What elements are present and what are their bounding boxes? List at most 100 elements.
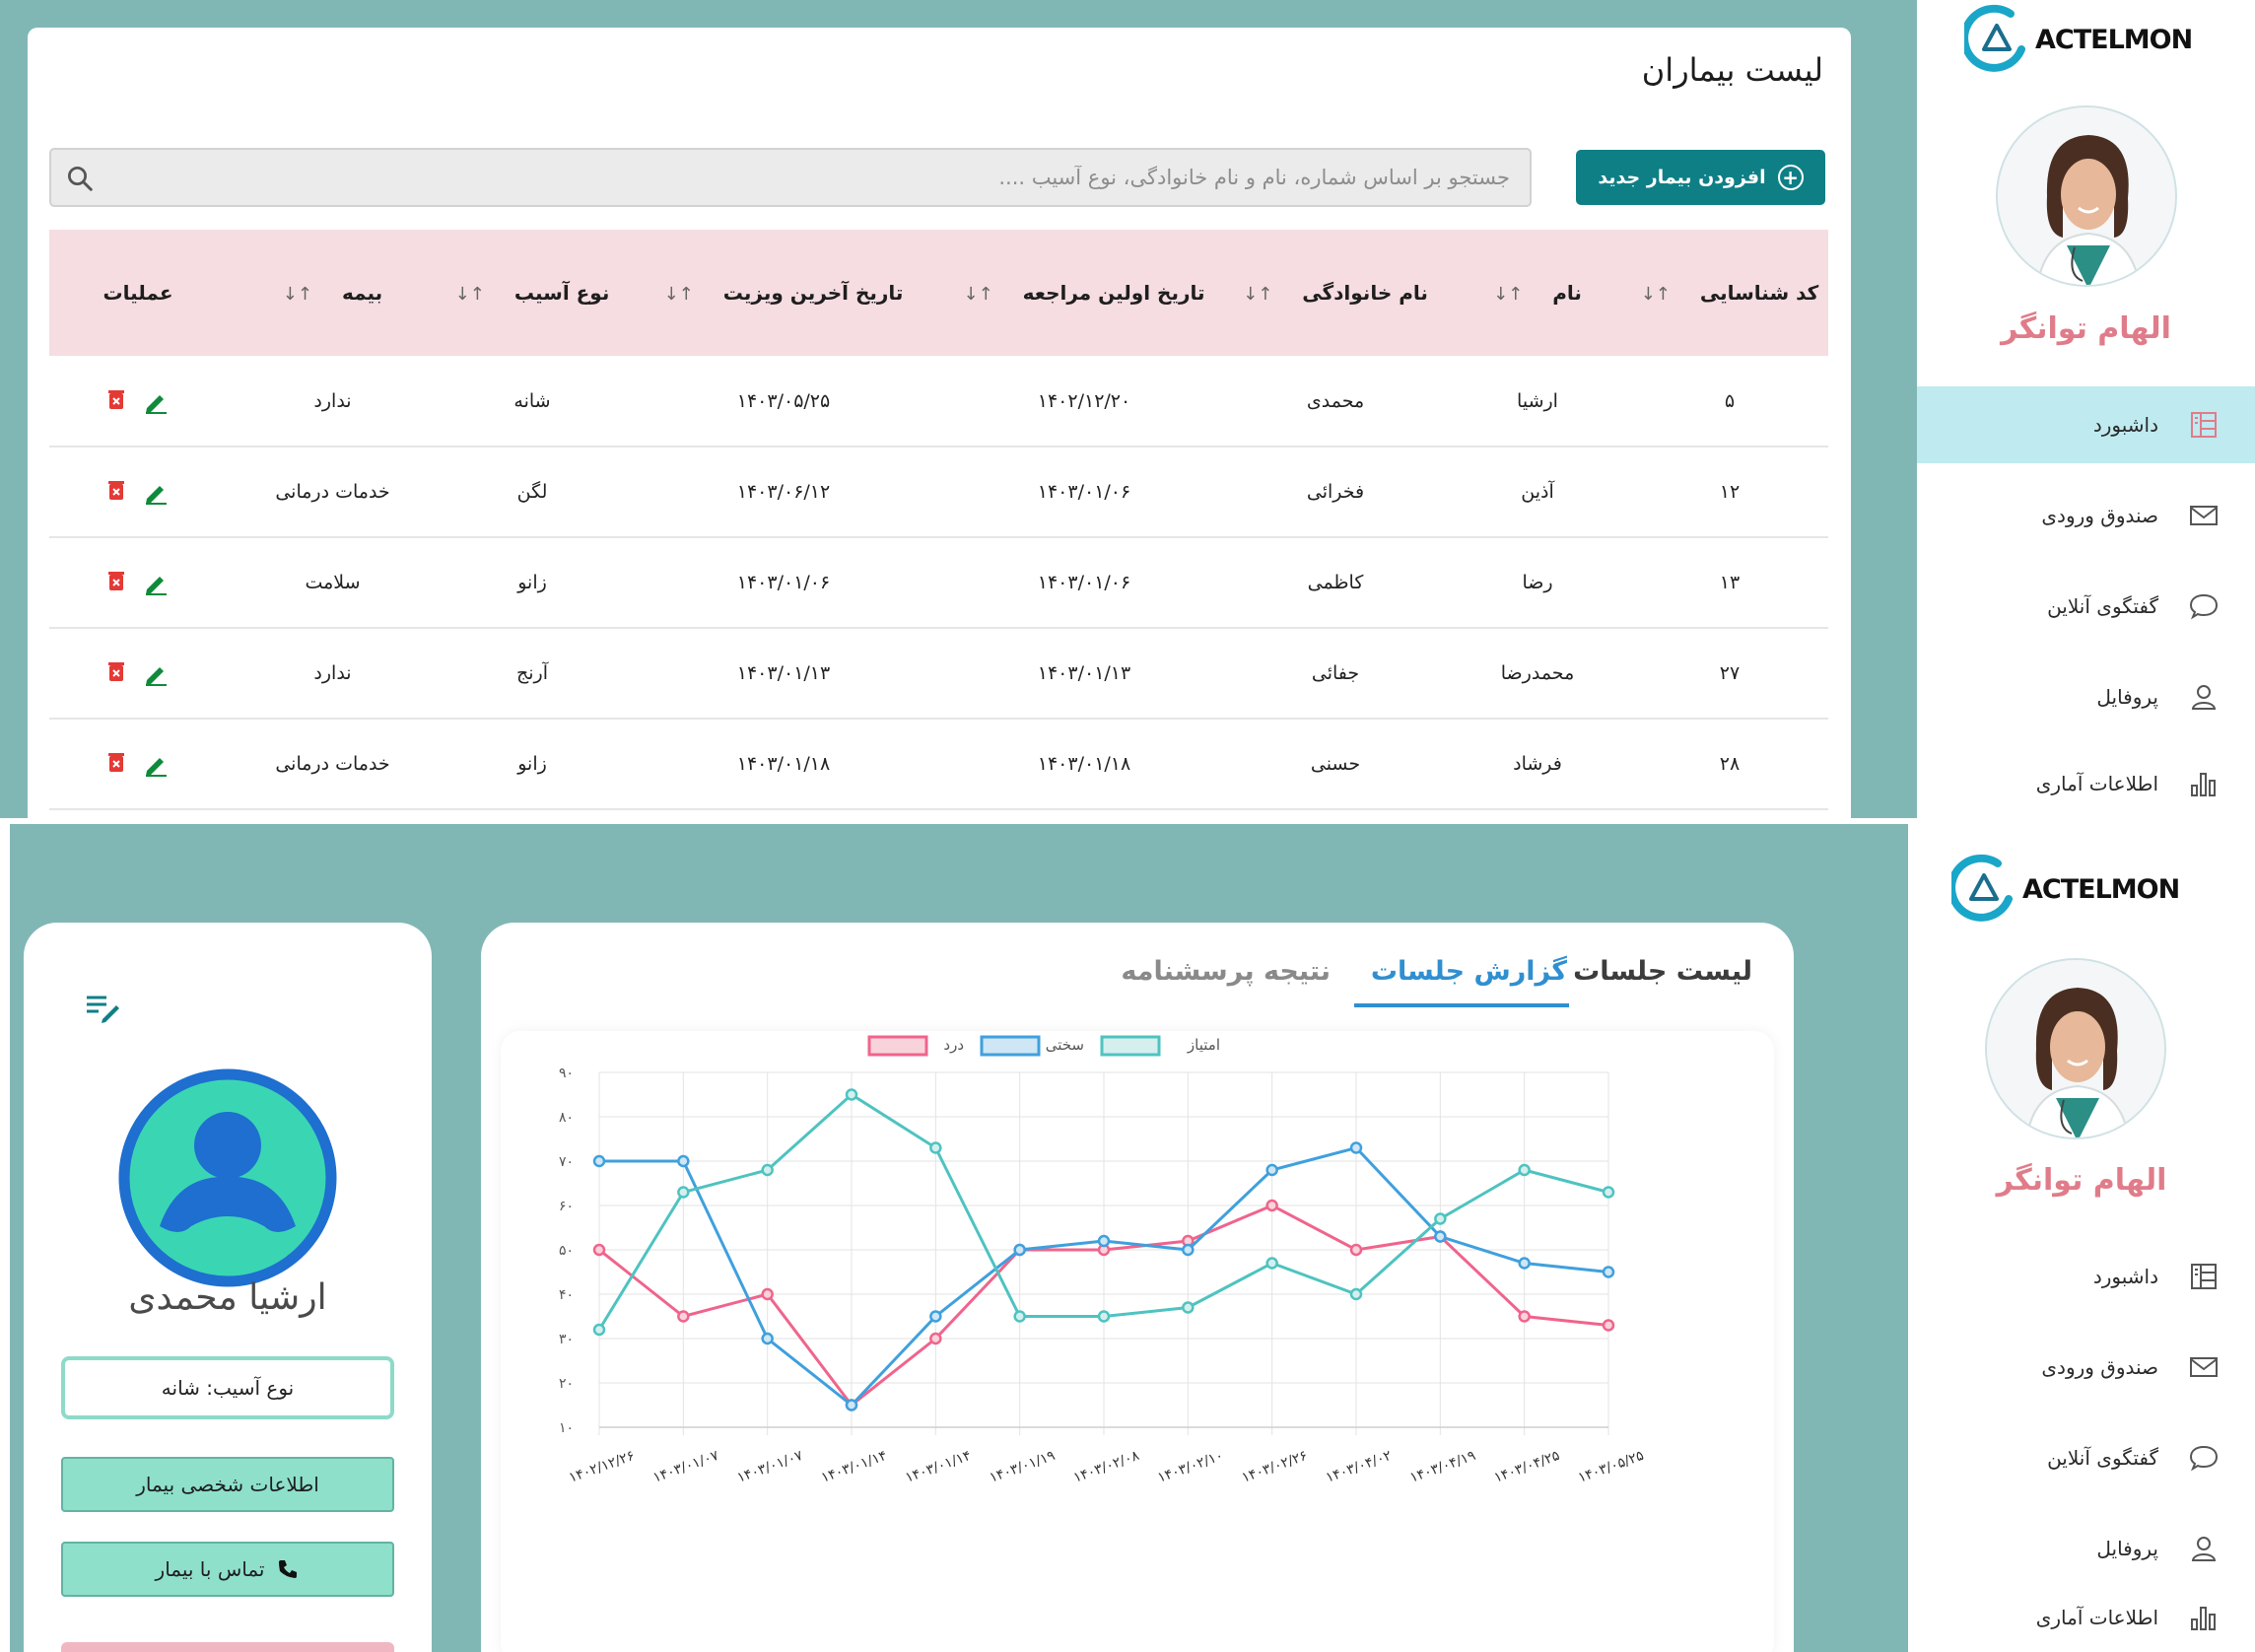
delete-icon[interactable] <box>107 570 125 591</box>
personal-info-button[interactable]: اطلاعات شخصی بیمار <box>61 1457 394 1512</box>
data-point <box>929 1332 942 1345</box>
next-button-partial[interactable] <box>61 1642 394 1652</box>
nav-inbox[interactable]: صندوق ورودی <box>1908 1329 2255 1406</box>
table-cell: ۱۴۰۳/۰۱/۱۳ <box>626 628 941 720</box>
contact-patient-button[interactable]: تماس با بیمار <box>61 1542 394 1597</box>
nav-label: پروفایل <box>2096 685 2158 709</box>
data-point <box>1518 1257 1531 1270</box>
table-row[interactable]: ۲۸ فرشاد حسنی ۱۴۰۳/۰۱/۱۸ ۱۴۰۳/۰۱/۱۸ زانو خدمات… <box>49 719 1828 810</box>
sort-icon[interactable]: ↑↓ <box>454 284 488 305</box>
data-point <box>592 1154 606 1168</box>
col-header-last-name[interactable]: نام خانوادگی ↑↓ <box>1227 230 1444 356</box>
sort-icon[interactable]: ↑↓ <box>1493 284 1526 305</box>
nav-profile[interactable]: پروفایل <box>1908 1510 2255 1587</box>
delete-icon[interactable] <box>107 479 125 501</box>
col-header-first-visit[interactable]: تاریخ اولین مراجعه ↑↓ <box>941 230 1227 356</box>
table-row[interactable]: ۱۲ آذین فخرائی ۱۴۰۳/۰۱/۰۶ ۱۴۰۳/۰۶/۱۲ لگن خدمات… <box>49 447 1828 538</box>
data-point <box>1518 1310 1531 1323</box>
nav-statistics[interactable]: اطلاعات آماری <box>1908 1583 2255 1652</box>
edit-icon[interactable] <box>143 479 169 505</box>
col-header-insurance[interactable]: بیمه ↑↓ <box>227 230 439 356</box>
table-cell: خدمات درمانی <box>227 719 439 810</box>
x-tick-label: ۱۴۰۳/۰۴/۲۵ <box>1492 1448 1562 1486</box>
delete-icon[interactable] <box>107 660 125 682</box>
table-cell: حسنی <box>1227 719 1444 810</box>
data-point <box>1602 1186 1615 1199</box>
doctor-name: الهام توانگر <box>1996 1163 2167 1198</box>
col-label: تاریخ اولین مراجعه <box>1022 281 1205 305</box>
logo[interactable]: ACTELMON <box>1964 4 2193 75</box>
tab-questionnaire-result[interactable]: نتیجه پرسشنامه <box>1121 956 1331 987</box>
search-bar[interactable] <box>49 148 1532 207</box>
contact-patient-label: تماس با بیمار <box>155 1557 265 1581</box>
edit-icon[interactable] <box>143 660 169 686</box>
col-header-id[interactable]: کد شناسایی ↑↓ <box>1631 230 1828 356</box>
table-cell: ۲۷ <box>1631 628 1828 720</box>
delete-icon[interactable] <box>107 751 125 773</box>
tab-sessions-report[interactable]: گزارش جلسات <box>1370 956 1567 987</box>
edit-list-icon[interactable] <box>83 990 122 1025</box>
nav-inbox[interactable]: صندوق ورودی <box>1917 477 2255 554</box>
edit-icon[interactable] <box>143 388 169 414</box>
data-point <box>1182 1243 1195 1257</box>
x-tick-label: ۱۴۰۳/۰۱/۰۷ <box>735 1448 805 1486</box>
col-header-first-name[interactable]: نام ↑↓ <box>1444 230 1631 356</box>
table-body: ۵ ارشیا محمدی ۱۴۰۲/۱۲/۲۰ ۱۴۰۳/۰۵/۲۵ شانه ندارد… <box>49 356 1828 810</box>
table-cell: محمدی <box>1227 356 1444 447</box>
dashboard-icon <box>2191 1264 2217 1289</box>
data-point <box>677 1310 690 1323</box>
sort-icon[interactable]: ↑↓ <box>1640 284 1674 305</box>
logo-icon <box>1951 854 2013 922</box>
delete-icon[interactable] <box>107 388 125 410</box>
injury-type-box: نوع آسیب: شانه <box>61 1356 394 1419</box>
x-tick-label: ۱۴۰۳/۰۲/۲۶ <box>1240 1448 1310 1486</box>
data-point <box>1013 1243 1026 1257</box>
row-actions <box>49 537 227 629</box>
table-header-row: کد شناسایی ↑↓ نام ↑↓ نام خانوادگی ↑↓ تاریخ … <box>49 230 1828 356</box>
y-tick-label: ۱۰ <box>559 1420 574 1436</box>
sort-icon[interactable]: ↑↓ <box>663 284 697 305</box>
chat-icon <box>2189 1445 2219 1472</box>
doctor-avatar[interactable] <box>1985 958 2166 1139</box>
edit-icon[interactable] <box>143 751 169 777</box>
legend-label: درد <box>943 1036 964 1054</box>
search-icon[interactable] <box>65 164 95 193</box>
user-icon <box>2191 1537 2217 1561</box>
table-row[interactable]: ۲۷ محمدرضا جفائی ۱۴۰۳/۰۱/۱۳ ۱۴۰۳/۰۱/۱۳ آرنج ند… <box>49 628 1828 720</box>
sort-icon[interactable]: ↑↓ <box>1243 284 1275 305</box>
tab-sessions-list[interactable]: لیست جلسات <box>1573 956 1752 987</box>
x-tick-label: ۱۴۰۳/۰۵/۲۵ <box>1576 1448 1646 1486</box>
x-tick-label: ۱۴۰۳/۰۱/۱۴ <box>819 1448 889 1486</box>
nav-online-chat[interactable]: گفتگوی آنلاین <box>1908 1419 2255 1496</box>
table-row[interactable]: ۵ ارشیا محمدی ۱۴۰۲/۱۲/۲۰ ۱۴۰۳/۰۵/۲۵ شانه ندارد <box>49 356 1828 447</box>
nav-dashboard[interactable]: داشبورد <box>1917 386 2255 463</box>
col-label: نام <box>1552 281 1582 305</box>
x-tick-label: ۱۴۰۲/۱۲/۲۶ <box>567 1448 637 1486</box>
x-tick-label: ۱۴۰۳/۰۴/۰۲ <box>1324 1448 1394 1486</box>
logo[interactable]: ACTELMON <box>1951 854 2180 925</box>
nav-dashboard[interactable]: داشبورد <box>1908 1238 2255 1315</box>
row-actions <box>49 447 227 538</box>
col-header-last-visit[interactable]: تاریخ آخرین ویزیت ↑↓ <box>626 230 941 356</box>
table-cell: فخرائی <box>1227 447 1444 538</box>
data-point <box>1097 1310 1111 1323</box>
table-cell: ۱۴۰۳/۰۱/۰۶ <box>626 537 941 629</box>
edit-icon[interactable] <box>143 570 169 595</box>
nav-statistics[interactable]: اطلاعات آماری <box>1917 749 2255 818</box>
sidebar-bottom: ACTELMON الهام توانگر داشبورد صندوق ورود… <box>1908 824 2255 1652</box>
chart-container: ۱۰ ۲۰ ۳۰ ۴۰ ۵۰ ۶۰ ۷۰ ۸۰ ۹۰ ۱۴۰۲/۱۲/۲۶ ۱۴۰۳/۰۱/۰۷ ۱۴… <box>501 1031 1774 1652</box>
nav-label: پروفایل <box>2096 1537 2158 1560</box>
table-row[interactable]: ۱۳ رضا کاظمی ۱۴۰۳/۰۱/۰۶ ۱۴۰۳/۰۱/۰۶ زانو سلامت <box>49 537 1828 629</box>
sort-icon[interactable]: ↑↓ <box>963 284 995 305</box>
y-tick-label: ۳۰ <box>559 1332 574 1347</box>
table-cell: ندارد <box>227 628 439 720</box>
search-input[interactable] <box>150 160 1510 195</box>
sort-icon[interactable]: ↑↓ <box>282 284 315 305</box>
legend-label: سختی <box>1046 1036 1084 1054</box>
col-header-injury[interactable]: نوع آسیب ↑↓ <box>439 230 626 356</box>
doctor-avatar[interactable] <box>1996 105 2177 287</box>
add-patient-button[interactable]: + افزودن بیمار جدید <box>1576 150 1825 205</box>
nav-profile[interactable]: پروفایل <box>1917 658 2255 735</box>
nav-online-chat[interactable]: گفتگوی آنلاین <box>1917 568 2255 645</box>
y-tick-label: ۶۰ <box>559 1199 574 1214</box>
